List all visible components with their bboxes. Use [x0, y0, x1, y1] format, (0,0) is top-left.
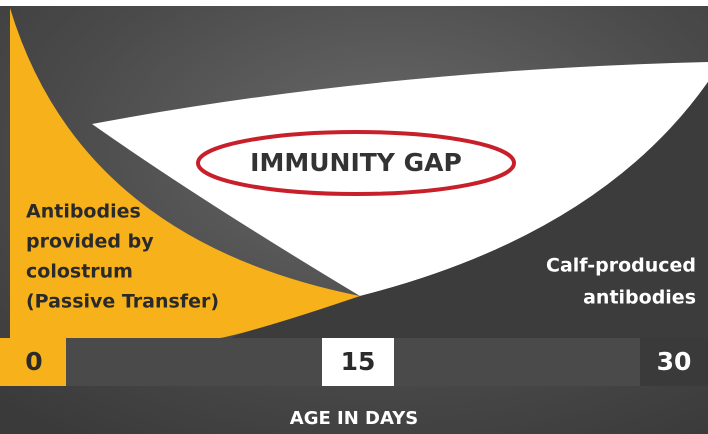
top-border — [0, 0, 708, 6]
left-label: (Passive Transfer) — [26, 291, 219, 313]
axis-tick: 30 — [657, 347, 692, 376]
left-label: colostrum — [26, 261, 133, 283]
diagram: IMMUNITY GAP Antibodies provided by colo… — [0, 0, 708, 434]
axis-title: AGE IN DAYS — [290, 408, 418, 429]
axis-tick: 0 — [25, 347, 42, 376]
left-label: provided by — [26, 231, 154, 253]
title: IMMUNITY GAP — [250, 148, 462, 177]
right-label: Calf-produced — [546, 255, 696, 277]
axis-tick: 15 — [341, 347, 376, 376]
left-label: Antibodies — [26, 201, 141, 223]
right-label: antibodies — [583, 287, 696, 309]
